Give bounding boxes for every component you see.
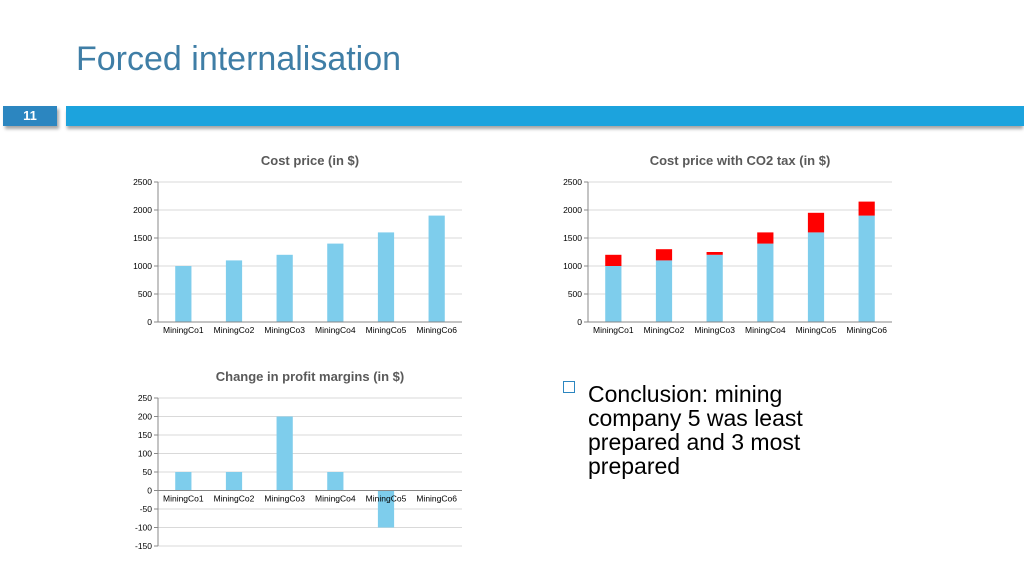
bar-miningco4-s1 xyxy=(757,243,774,322)
slide-number: 11 xyxy=(3,106,57,126)
bar-miningco2-s2 xyxy=(655,249,673,261)
bar-miningco4 xyxy=(327,472,344,491)
cost-price-chart: Cost price (in $) 0 500 1000 1500 2000 2500 Min… xyxy=(110,148,480,343)
bar-miningco1-s1 xyxy=(605,266,622,322)
x-tick-label: MiningCo3 xyxy=(694,325,735,335)
x-tick-label: MiningCo1 xyxy=(593,325,634,335)
y-tick-label: 500 xyxy=(568,289,582,299)
y-tick-label: 0 xyxy=(577,317,582,327)
bar-miningco5 xyxy=(377,490,395,528)
cost-price-co2-tax-chart: Cost price with CO2 tax (in $) 0 500 1000 15… xyxy=(540,148,910,343)
cost-price-chart-svg: Cost price (in $) 0 500 1000 1500 2000 2500 Min… xyxy=(133,153,462,335)
profit-margin-change-chart-svg: Change in profit margins (in $) -150 -100 -… xyxy=(135,369,462,551)
y-tick-label: 100 xyxy=(138,449,152,459)
bar-miningco1-s2 xyxy=(605,254,622,266)
x-tick-label: MiningCo2 xyxy=(214,494,255,504)
cost-price-co2-tax-chart-svg: Cost price with CO2 tax (in $) 0 500 1000 15… xyxy=(563,153,892,335)
y-tick-label: 150 xyxy=(138,430,152,440)
chart-title: Change in profit margins (in $) xyxy=(216,369,405,384)
x-tick-label: MiningCo5 xyxy=(366,325,407,335)
x-tick-label: MiningCo2 xyxy=(644,325,685,335)
y-tick-label: 2000 xyxy=(563,205,582,215)
x-tick-label: MiningCo4 xyxy=(315,325,356,335)
bar-miningco5-s1 xyxy=(807,232,825,322)
bar-miningco4-s2 xyxy=(757,232,774,244)
x-tick-label: MiningCo3 xyxy=(264,494,305,504)
chart-title: Cost price with CO2 tax (in $) xyxy=(650,153,831,168)
bar-miningco3-s2 xyxy=(706,252,723,255)
x-tick-label: MiningCo3 xyxy=(264,325,305,335)
bar-miningco1 xyxy=(175,472,192,491)
bar-miningco6-s2 xyxy=(858,201,875,216)
slide-title: Forced internalisation xyxy=(76,40,402,78)
x-tick-label: MiningCo6 xyxy=(846,325,887,335)
x-tick-label: MiningCo5 xyxy=(796,325,837,335)
bar-miningco4 xyxy=(327,243,344,322)
bar-miningco6 xyxy=(428,215,445,322)
y-tick-label: -100 xyxy=(135,523,152,533)
bar-miningco2 xyxy=(225,260,243,322)
y-tick-label: 250 xyxy=(138,393,152,403)
x-tick-label: MiningCo5 xyxy=(366,494,407,504)
y-tick-label: -150 xyxy=(135,541,152,551)
x-tick-label: MiningCo1 xyxy=(163,325,204,335)
bar-miningco6-s1 xyxy=(858,215,875,322)
y-tick-label: 2500 xyxy=(133,177,152,187)
bar-miningco2-s1 xyxy=(655,260,673,322)
y-tick-label: -50 xyxy=(140,504,153,514)
x-tick-label: MiningCo6 xyxy=(416,325,457,335)
profit-margin-change-chart: Change in profit margins (in $) -150 -100 -… xyxy=(110,364,480,554)
chart-title: Cost price (in $) xyxy=(261,153,359,168)
y-tick-label: 50 xyxy=(143,467,153,477)
y-tick-label: 2500 xyxy=(563,177,582,187)
bar-miningco3 xyxy=(276,416,293,491)
y-tick-label: 0 xyxy=(147,486,152,496)
y-tick-label: 1500 xyxy=(133,233,152,243)
y-tick-label: 1000 xyxy=(133,261,152,271)
bar-miningco2 xyxy=(225,472,243,491)
header-banner xyxy=(66,106,1024,126)
y-tick-label: 1500 xyxy=(563,233,582,243)
y-tick-label: 0 xyxy=(147,317,152,327)
bar-miningco1 xyxy=(175,266,192,322)
y-tick-label: 500 xyxy=(138,289,152,299)
bar-miningco5-s2 xyxy=(807,212,825,233)
x-tick-label: MiningCo4 xyxy=(315,494,356,504)
bullet-square-icon xyxy=(563,381,575,393)
conclusion-text: Conclusion: mining company 5 was least p… xyxy=(588,381,803,479)
y-tick-label: 1000 xyxy=(563,261,582,271)
bar-miningco3 xyxy=(276,254,293,322)
x-tick-label: MiningCo1 xyxy=(163,494,204,504)
x-tick-label: MiningCo4 xyxy=(745,325,786,335)
x-tick-label: MiningCo2 xyxy=(214,325,255,335)
y-tick-label: 2000 xyxy=(133,205,152,215)
bar-miningco3-s1 xyxy=(706,254,723,322)
y-tick-label: 200 xyxy=(138,412,152,422)
bar-miningco5 xyxy=(377,232,395,322)
x-tick-label: MiningCo6 xyxy=(416,494,457,504)
